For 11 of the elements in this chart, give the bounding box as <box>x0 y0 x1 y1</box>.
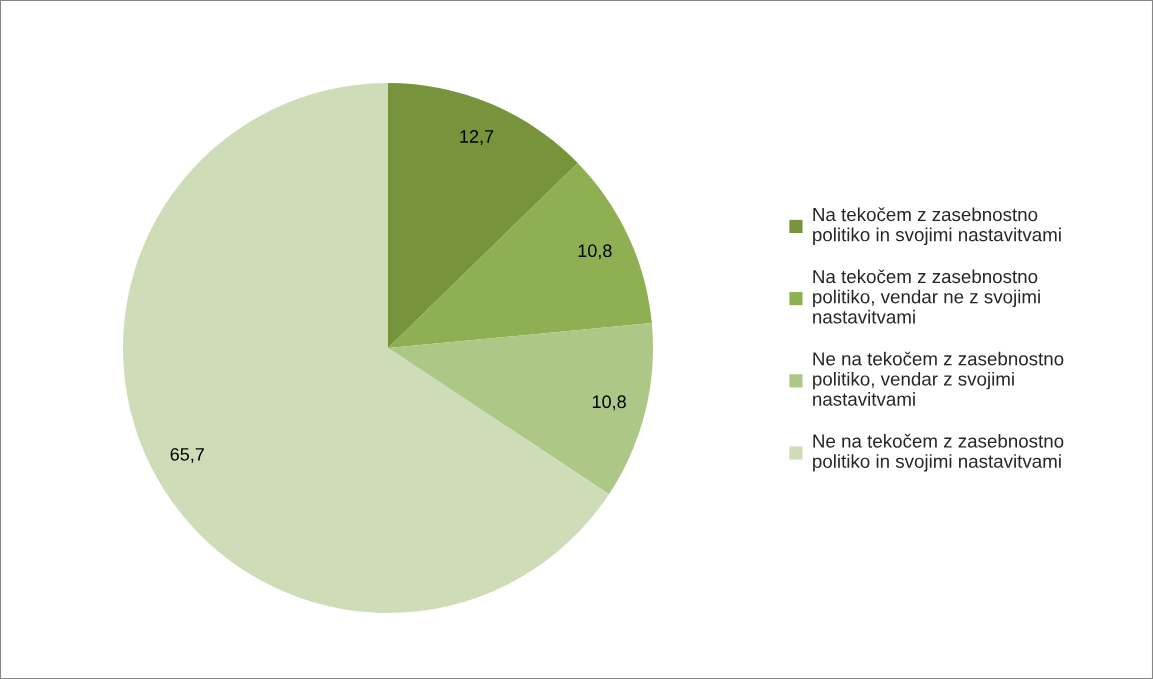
legend-label: Na tekočem z zasebnostno politiko in svojimi nastavitvami <box>813 207 1061 246</box>
pie-slice <box>388 323 653 495</box>
data-label: 10,8 <box>592 395 626 411</box>
data-label: 10,8 <box>578 244 612 260</box>
pie-slice <box>388 83 578 348</box>
pie-slice <box>388 162 652 348</box>
legend-label: Ne na tekočem z zasebnostno politiko in svojimi nastavitvami <box>813 433 1064 472</box>
data-label: 12,7 <box>460 130 494 145</box>
legend-label: Na tekočem z zasebnostno politiko, vendar ne z svojimi nastavitvami <box>813 269 1040 324</box>
legend-label: Ne na tekočem z zasebnostno politiko, vendar z svojimi nastavitvami <box>813 351 1064 406</box>
data-label: 65,7 <box>170 447 204 463</box>
